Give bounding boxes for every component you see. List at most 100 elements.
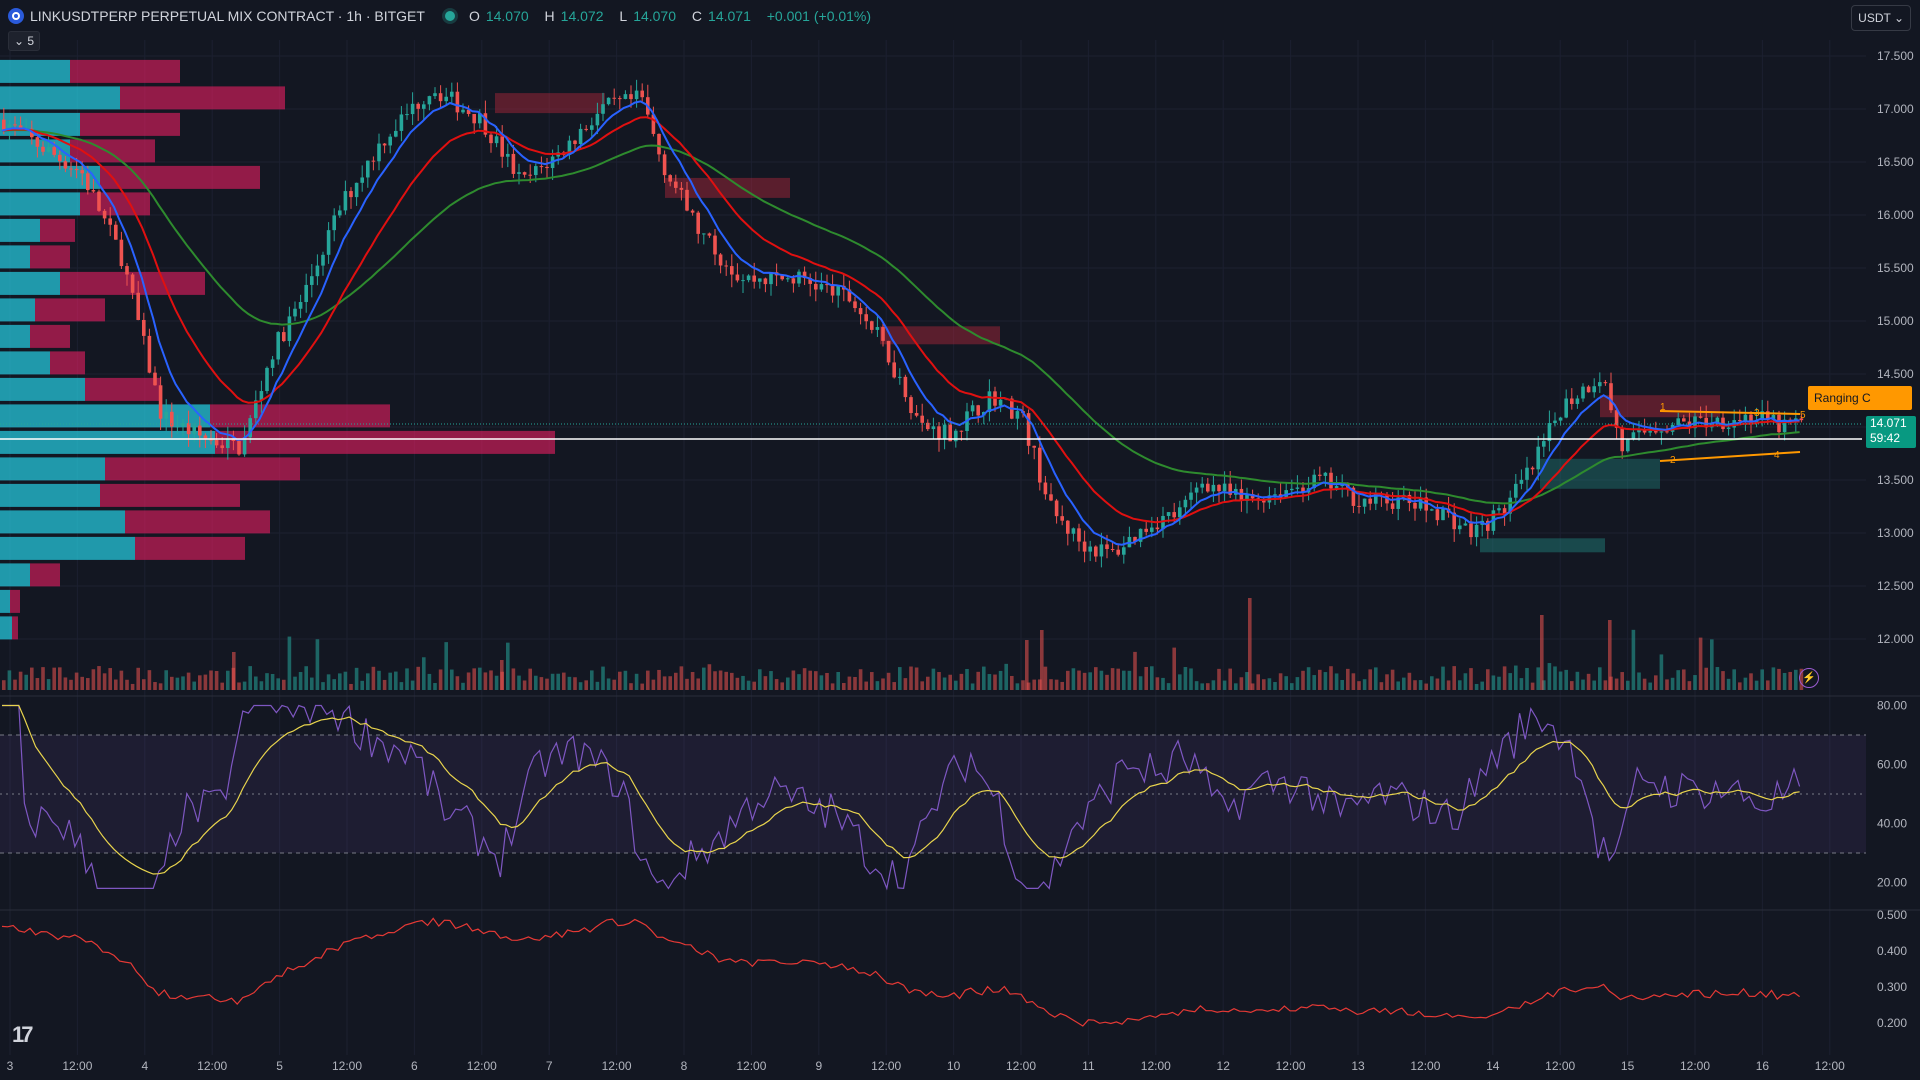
volume-bar — [298, 672, 303, 690]
volume-bar — [366, 673, 370, 690]
candle-body — [657, 133, 661, 155]
volume-bar — [1693, 675, 1697, 690]
volume-bar — [1071, 668, 1076, 690]
volume-profile-up — [0, 165, 100, 189]
volume-bar — [590, 670, 594, 690]
candle-body — [584, 128, 588, 130]
candle-body — [1749, 414, 1753, 423]
high-value: 14.072 — [560, 8, 604, 24]
symbol-header: LINKUSDTPERP PERPETUAL MIX CONTRACT · 1h… — [0, 0, 1860, 32]
candle-body — [1043, 482, 1048, 495]
candle-body — [875, 327, 880, 330]
time-tick-label: 15 — [1621, 1059, 1635, 1073]
candle-body — [601, 104, 605, 114]
volume-bar — [1508, 673, 1512, 690]
volume-bar — [881, 678, 885, 690]
volume-bar — [539, 677, 544, 690]
volume-bar — [601, 666, 605, 690]
candle-body — [287, 316, 292, 342]
volume-bar — [545, 678, 549, 690]
volume-bar — [466, 672, 471, 690]
volume-bar — [1514, 665, 1518, 690]
candle-body — [405, 114, 409, 116]
volume-bar — [1547, 663, 1552, 690]
currency-select[interactable]: USDT ⌄ — [1851, 5, 1911, 31]
volume-bar — [242, 681, 247, 690]
lightning-icon[interactable]: ⚡ — [1799, 668, 1819, 688]
volume-bar — [870, 672, 874, 690]
candle-body — [293, 308, 297, 317]
volume-bar — [914, 667, 919, 690]
volume-bar — [377, 670, 381, 690]
candle-body — [662, 154, 667, 176]
candle-body — [97, 191, 101, 211]
volume-profile-up — [0, 324, 30, 348]
volume-bar — [1659, 654, 1664, 690]
candle-body — [147, 335, 152, 373]
candle-body — [522, 172, 527, 175]
price-tick-label: 13.500 — [1877, 473, 1914, 487]
candle-body — [1626, 438, 1630, 452]
volume-bar — [646, 670, 650, 690]
indicators-toggle-button[interactable]: ⌄ 5 — [8, 31, 41, 51]
volume-bar — [780, 682, 784, 690]
candle-body — [80, 170, 84, 174]
price-axis[interactable]: 17.500 17.000 16.500 16.000 15.500 15.000 14.5… — [1877, 49, 1914, 646]
candle-body — [1362, 498, 1367, 507]
oscillator-axis: 0.500 0.400 0.300 0.200 — [1877, 908, 1907, 1030]
volume-bar — [315, 639, 320, 690]
candle-body — [1771, 414, 1776, 420]
candle-body — [1032, 445, 1036, 448]
volume-bar — [965, 668, 969, 690]
time-tick-label: 7 — [546, 1059, 553, 1073]
volume-profile-up — [0, 59, 70, 83]
volume-bar — [1540, 615, 1544, 690]
time-axis[interactable]: 3 12:00 4 12:00 5 12:00 6 12:00 7 12:00 8 12:00 9 12:… — [7, 1059, 1845, 1073]
candle-body — [1239, 488, 1244, 501]
time-tick-label: 12:00 — [62, 1059, 92, 1073]
candle-body — [931, 426, 936, 430]
close-label: C — [691, 8, 703, 24]
market-status-icon — [444, 11, 455, 21]
candle-body — [142, 319, 146, 336]
candle-body — [718, 254, 723, 266]
candle-body — [349, 191, 353, 198]
volume-bar — [293, 676, 297, 690]
candle-body — [1060, 516, 1064, 521]
volume-bar — [214, 670, 219, 690]
candle-body — [959, 430, 964, 432]
volume-bar — [142, 679, 146, 690]
volume-bar — [52, 667, 56, 690]
tradingview-logo-icon[interactable]: 17 — [12, 1022, 34, 1047]
volume-bar — [1430, 676, 1434, 690]
candle-body — [2, 119, 6, 131]
time-tick-label: 5 — [276, 1059, 283, 1073]
candle-body — [270, 359, 275, 368]
candle-body — [382, 143, 387, 146]
volume-bar — [612, 679, 616, 690]
volume-profile-up — [0, 510, 125, 534]
volume-bar — [556, 673, 560, 690]
time-tick-label: 12:00 — [871, 1059, 901, 1073]
candle-body — [629, 94, 633, 100]
volume-bar — [752, 681, 756, 690]
volume-bar — [1558, 671, 1563, 690]
volume-bar — [1278, 673, 1283, 690]
symbol-title[interactable]: LINKUSDTPERP PERPETUAL MIX CONTRACT · 1h… — [30, 8, 425, 24]
candle-body — [1682, 418, 1686, 422]
volume-bar — [7, 670, 12, 690]
candle-body — [1318, 474, 1322, 476]
time-tick-label: 12:00 — [736, 1059, 766, 1073]
volume-bar — [1295, 677, 1300, 690]
volume-bar — [746, 680, 751, 690]
volume-bar — [1228, 668, 1232, 690]
volume-bar — [1116, 668, 1120, 690]
volume-bar — [948, 674, 952, 690]
volume-profile-up — [0, 589, 10, 613]
volume-bar — [1284, 676, 1288, 690]
volume-bar — [1239, 677, 1244, 690]
volume-bar — [774, 679, 779, 690]
volume-bar — [758, 669, 762, 690]
candle-body — [1407, 494, 1412, 503]
